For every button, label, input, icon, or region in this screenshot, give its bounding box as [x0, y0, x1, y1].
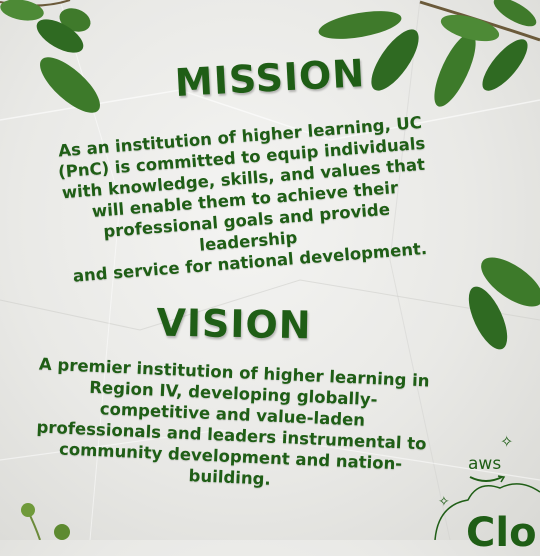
vision-statement: A premier institution of higher learning… [33, 354, 430, 497]
vision-title: VISION [156, 300, 312, 348]
mission-title: MISSION [173, 51, 367, 105]
aws-smile-icon [469, 475, 506, 483]
aws-logo-icon: aws [468, 454, 502, 474]
mission-statement: As an institution of higher learning, UC… [45, 111, 445, 288]
sparkle-icon: ✧ [500, 432, 514, 451]
berry-sprig-icon [21, 503, 70, 540]
sparkle-icon: ✧ [438, 494, 450, 510]
cloud-partial-text: Clo [466, 510, 537, 556]
